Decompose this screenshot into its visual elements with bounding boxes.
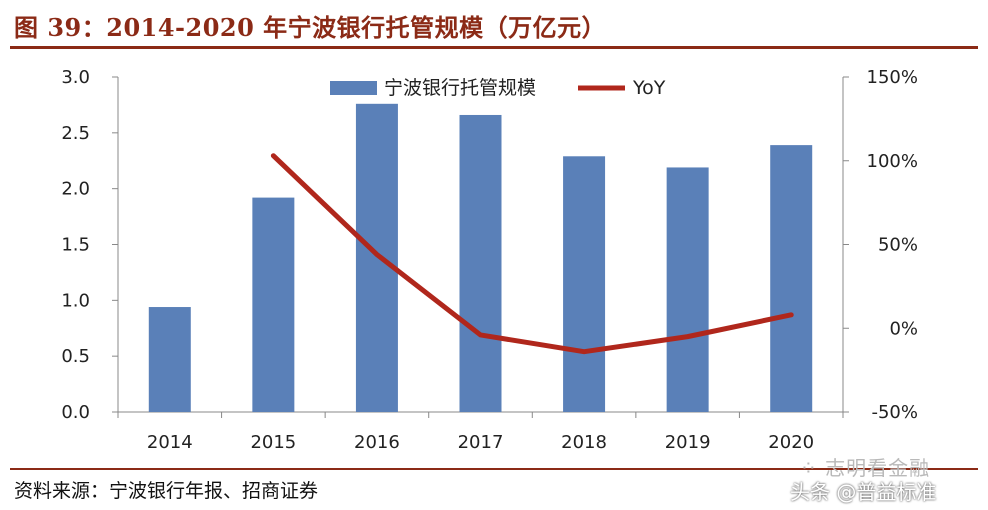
y-right-tick-label: 150% xyxy=(867,67,918,88)
y-left-tick-label: 3.0 xyxy=(61,67,90,88)
x-tick-label: 2017 xyxy=(458,432,504,453)
y-left-tick-label: 1.0 xyxy=(61,290,90,311)
watermark-bottom: 头条 @普益标准 xyxy=(790,480,937,504)
title-divider xyxy=(10,46,978,49)
x-tick-label: 2020 xyxy=(768,432,814,453)
x-tick-label: 2015 xyxy=(250,432,296,453)
yoy-line xyxy=(270,153,794,355)
y-right-tick-label: 50% xyxy=(878,235,918,256)
legend-line-label: YoY xyxy=(632,77,666,99)
chart-title: 图 39：2014-2020 年宁波银行托管规模（万亿元） xyxy=(14,13,607,42)
source-note: 资料来源：宁波银行年报、招商证券 xyxy=(14,480,319,502)
bar xyxy=(148,307,191,412)
bar xyxy=(355,103,398,413)
x-tick-label: 2019 xyxy=(665,432,711,453)
legend-bar-swatch xyxy=(330,81,377,95)
y-left-tick-label: 2.0 xyxy=(61,179,90,200)
source-divider xyxy=(10,468,978,470)
x-tick-label: 2018 xyxy=(561,432,607,453)
bar xyxy=(459,114,502,412)
watermark-top: ⁘ 志明看金融 xyxy=(800,456,931,480)
bar xyxy=(666,167,709,412)
y-right-tick-label: -50% xyxy=(871,402,918,423)
y-left-tick-label: 0.0 xyxy=(61,402,90,423)
y-left-tick-label: 2.5 xyxy=(61,123,90,144)
x-tick-label: 2016 xyxy=(354,432,400,453)
bar xyxy=(770,145,813,412)
bar xyxy=(252,197,295,412)
y-left-tick-label: 0.5 xyxy=(61,346,90,367)
y-left-tick-label: 1.5 xyxy=(61,235,90,256)
y-right-tick-label: 100% xyxy=(867,151,918,172)
y-right-tick-label: 0% xyxy=(889,318,918,339)
bar-line-chart: 0.0 0.5 1.0 1.5 2.0 2.5 3.0 -50% 0% 50% 100% 150% 20… xyxy=(61,67,918,453)
legend-bar-label: 宁波银行托管规模 xyxy=(384,77,536,99)
x-tick-label: 2014 xyxy=(147,432,193,453)
bar xyxy=(563,156,606,412)
